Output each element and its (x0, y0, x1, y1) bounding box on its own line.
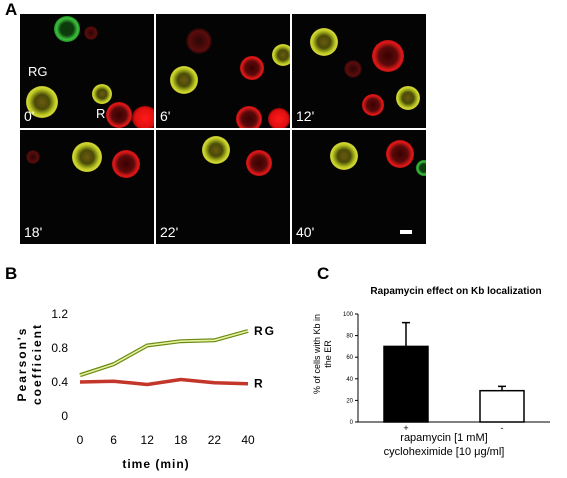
time-label: 18' (24, 224, 43, 240)
cell-rg (202, 136, 230, 164)
time-label: 22' (160, 224, 179, 240)
time-label: 12' (296, 108, 315, 124)
x-tick-label: 40 (241, 433, 255, 447)
pearson-coefficient-line-chart: Pearson's coefficient 0 0.4 0.8 1.2 0 6 12 18 2… (15, 307, 276, 471)
x-axis-label-line-2: cycloheximide [10 μg/ml] (384, 446, 505, 458)
y-tick-label: 60 (346, 355, 353, 361)
y-tick-label: 1.2 (51, 307, 68, 321)
bar (383, 345, 429, 423)
micrograph-tile-12: 12' (292, 14, 426, 128)
cell-red (112, 150, 140, 178)
axes (357, 314, 550, 423)
y-tick-label: 80 (346, 334, 353, 340)
x-tick-label: + (403, 423, 408, 433)
cell-green (54, 16, 80, 42)
cell-red (236, 106, 262, 128)
cell-label-r: R (96, 106, 106, 121)
series-line-rg (79, 330, 249, 376)
time-label: 0' (24, 108, 35, 124)
cell-dim (84, 26, 98, 40)
panel-b-letter: B (5, 264, 18, 283)
x-axis-label-line-1: rapamycin [1 mM] (400, 432, 487, 444)
micrograph-tile-18: 18' (20, 130, 154, 244)
time-label: 40' (296, 224, 315, 240)
y-tick-label: 40 (346, 377, 353, 383)
y-tick-label: 100 (343, 312, 354, 318)
time-label: 6' (160, 108, 171, 124)
cell-red (132, 106, 154, 128)
micrograph-tile-22: 22' (156, 130, 290, 244)
cell-rg (396, 86, 420, 110)
series-label: RG (254, 324, 276, 338)
x-tick-label: 12 (141, 433, 155, 447)
series-line-r (79, 377, 249, 387)
micrograph-tile-0: RG R 0' (20, 14, 154, 128)
cell-rg (92, 84, 112, 104)
cell-dim (26, 150, 40, 164)
y-tick-label: 20 (346, 398, 353, 404)
micrograph-tile-40: 40' (292, 130, 426, 244)
y-axis-title-line-1: Pearson's (15, 327, 29, 402)
cell-red (240, 56, 264, 80)
cell-rg (72, 142, 102, 172)
micrograph-grid: RG R 0' 6' 12' 18' 22' 40' (20, 14, 428, 244)
chart-title: Rapamycin effect on Kb localization (370, 286, 541, 297)
micrograph-tile-6: 6' (156, 14, 290, 128)
cell-rg (272, 44, 290, 66)
y-tick-label: 0.8 (51, 341, 68, 355)
y-tick-label: 0 (61, 409, 68, 423)
x-tick-label: 0 (77, 433, 84, 447)
cell-label-rg: RG (28, 64, 48, 79)
bar (479, 389, 525, 423)
cell-rg (330, 142, 358, 170)
y-axis-title: % of cells with Kb in the ER (312, 314, 333, 394)
scale-bar (400, 230, 412, 234)
cell-red (246, 150, 272, 176)
x-tick-label: 6 (110, 433, 117, 447)
y-axis-title-line-1: % of cells with Kb in (312, 314, 322, 394)
series-label: R (254, 377, 265, 391)
y-axis-title-line-2: coefficient (30, 323, 44, 405)
y-tick-label: 0.4 (51, 375, 68, 389)
x-tick-label: 22 (208, 433, 222, 447)
cell-rg (26, 86, 58, 118)
cell-green (416, 160, 426, 176)
x-axis-title: time (min) (122, 457, 189, 471)
rapamycin-bar-chart: Rapamycin effect on Kb localization % of… (312, 286, 550, 458)
cell-red (106, 102, 132, 128)
panel-a-letter: A (5, 0, 18, 19)
cell-red (386, 140, 414, 168)
cell-dim (344, 60, 362, 78)
cell-rg (170, 66, 198, 94)
cell-dim (186, 28, 212, 54)
cell-red (362, 94, 384, 116)
y-axis-title: Pearson's coefficient (15, 323, 44, 405)
cell-red (372, 40, 404, 72)
cell-rg (310, 28, 338, 56)
y-axis-title-line-2: the ER (323, 340, 333, 368)
x-tick-label: - (501, 423, 504, 433)
x-tick-label: 18 (174, 433, 188, 447)
y-tick-label: 0 (350, 420, 354, 426)
panel-c-letter: C (317, 264, 330, 283)
cell-red (268, 108, 290, 128)
